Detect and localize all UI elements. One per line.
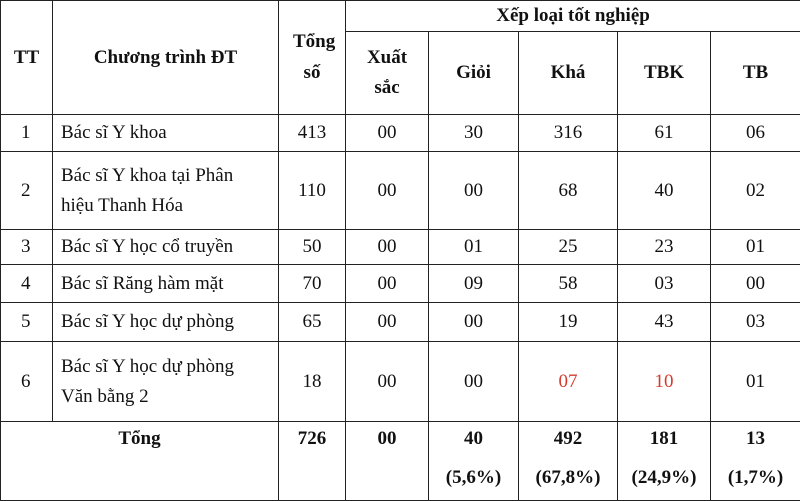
table-cell: 01 xyxy=(711,230,800,265)
table-cell: 07 xyxy=(519,342,618,422)
table-cell: 1 xyxy=(1,115,53,152)
table-cell: 02 xyxy=(711,152,800,230)
header-cell: TB xyxy=(711,32,800,115)
table-cell: 110 xyxy=(279,152,346,230)
header-cell: Tổng số xyxy=(279,1,346,115)
table-cell: 40 xyxy=(618,152,711,230)
total-percentage: (1,7%) xyxy=(719,463,792,493)
total-percentage: (24,9%) xyxy=(626,463,702,493)
table-cell: 00 xyxy=(346,265,429,303)
table-cell: 2 xyxy=(1,152,53,230)
table-cell: 6 xyxy=(1,342,53,422)
table-cell: 06 xyxy=(711,115,800,152)
table-cell: 5 xyxy=(1,303,53,342)
table-cell: 316 xyxy=(519,115,618,152)
table-cell: 43 xyxy=(618,303,711,342)
total-cell: 492 (67,8%) xyxy=(519,422,618,501)
table-cell: Bác sĩ Y khoa xyxy=(53,115,279,152)
table-cell: Bác sĩ Y khoa tại Phân hiệu Thanh Hóa xyxy=(53,152,279,230)
table-cell: 4 xyxy=(1,265,53,303)
total-percentage: (67,8%) xyxy=(527,463,609,493)
table-cell: 00 xyxy=(346,152,429,230)
total-value: 40 xyxy=(437,424,510,454)
total-cell: 181 (24,9%) xyxy=(618,422,711,501)
header-cell: Chương trình ĐT xyxy=(53,1,279,115)
table-cell: 00 xyxy=(429,152,519,230)
total-cell: 40 (5,6%) xyxy=(429,422,519,501)
total-value: 492 xyxy=(527,424,609,454)
total-percentage: (5,6%) xyxy=(437,463,510,493)
table-cell: 00 xyxy=(346,115,429,152)
total-cell: 726 xyxy=(279,422,346,501)
table-cell: 413 xyxy=(279,115,346,152)
table-cell: Bác sĩ Y học cổ truyền xyxy=(53,230,279,265)
total-value: 181 xyxy=(626,424,702,454)
table-cell: 01 xyxy=(711,342,800,422)
table-cell: 00 xyxy=(429,342,519,422)
table-cell: 3 xyxy=(1,230,53,265)
table-cell: Bác sĩ Y học dự phòng xyxy=(53,303,279,342)
table-cell: 65 xyxy=(279,303,346,342)
table-cell: Bác sĩ Y học dự phòng Văn bằng 2 xyxy=(53,342,279,422)
header-cell: TBK xyxy=(618,32,711,115)
total-label: Tổng xyxy=(1,422,279,501)
table-cell: 61 xyxy=(618,115,711,152)
table-cell: Bác sĩ Răng hàm mặt xyxy=(53,265,279,303)
header-cell: Xếp loại tốt nghiệp xyxy=(346,1,800,32)
table-cell: 19 xyxy=(519,303,618,342)
header-cell: Khá xyxy=(519,32,618,115)
table-cell: 50 xyxy=(279,230,346,265)
header-cell: Giỏi xyxy=(429,32,519,115)
header-cell: Xuất sắc xyxy=(346,32,429,115)
table-cell: 03 xyxy=(618,265,711,303)
table-cell: 68 xyxy=(519,152,618,230)
table-cell: 18 xyxy=(279,342,346,422)
table-cell: 00 xyxy=(429,303,519,342)
table-cell: 58 xyxy=(519,265,618,303)
table-cell: 09 xyxy=(429,265,519,303)
table-cell: 70 xyxy=(279,265,346,303)
table-cell: 00 xyxy=(346,342,429,422)
table-cell: 25 xyxy=(519,230,618,265)
total-cell: 13 (1,7%) xyxy=(711,422,800,501)
table-cell: 01 xyxy=(429,230,519,265)
total-value: 00 xyxy=(354,424,420,454)
table-cell: 00 xyxy=(711,265,800,303)
total-value: 13 xyxy=(719,424,792,454)
table-cell: 03 xyxy=(711,303,800,342)
table-cell: 00 xyxy=(346,303,429,342)
table-cell: 30 xyxy=(429,115,519,152)
header-cell: TT xyxy=(1,1,53,115)
header-row: TT Chương trình ĐT Tổng số Xếp loại tốt … xyxy=(1,1,800,32)
table-cell: 23 xyxy=(618,230,711,265)
total-cell: 00 xyxy=(346,422,429,501)
table-cell: 10 xyxy=(618,342,711,422)
table-cell: 00 xyxy=(346,230,429,265)
